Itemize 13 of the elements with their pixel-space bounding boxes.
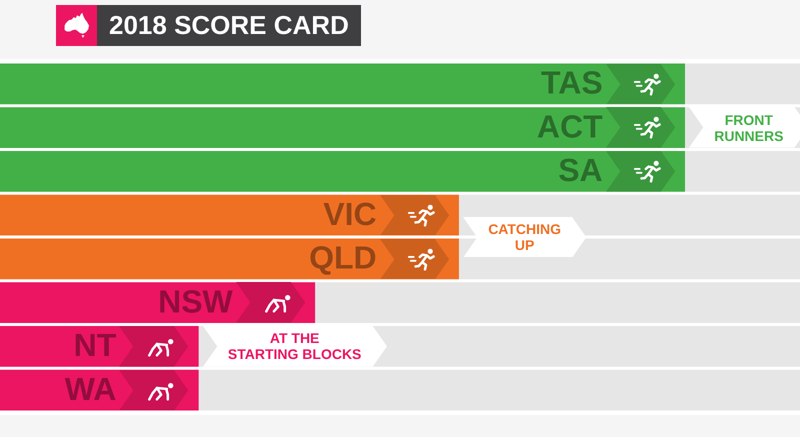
y-tick-label: NSW <box>158 283 234 320</box>
series-label: AT THE STARTING BLOCKS <box>226 330 362 362</box>
y-tick-label: QLD <box>309 240 377 276</box>
y-tick-label: WA <box>64 370 116 407</box>
y-tick-label: SA <box>558 152 603 188</box>
text: CATCHING UP <box>487 221 562 253</box>
y-tick-label: TAS <box>541 64 603 101</box>
text: FRONT RUNNERS <box>713 112 784 144</box>
y-tick-label: ACT <box>536 108 604 144</box>
chart-title: 2018 SCORE CARD <box>97 5 361 46</box>
bar <box>0 107 685 148</box>
y-tick-label: NT <box>74 327 117 364</box>
y-tick-label: VIC <box>323 196 377 232</box>
